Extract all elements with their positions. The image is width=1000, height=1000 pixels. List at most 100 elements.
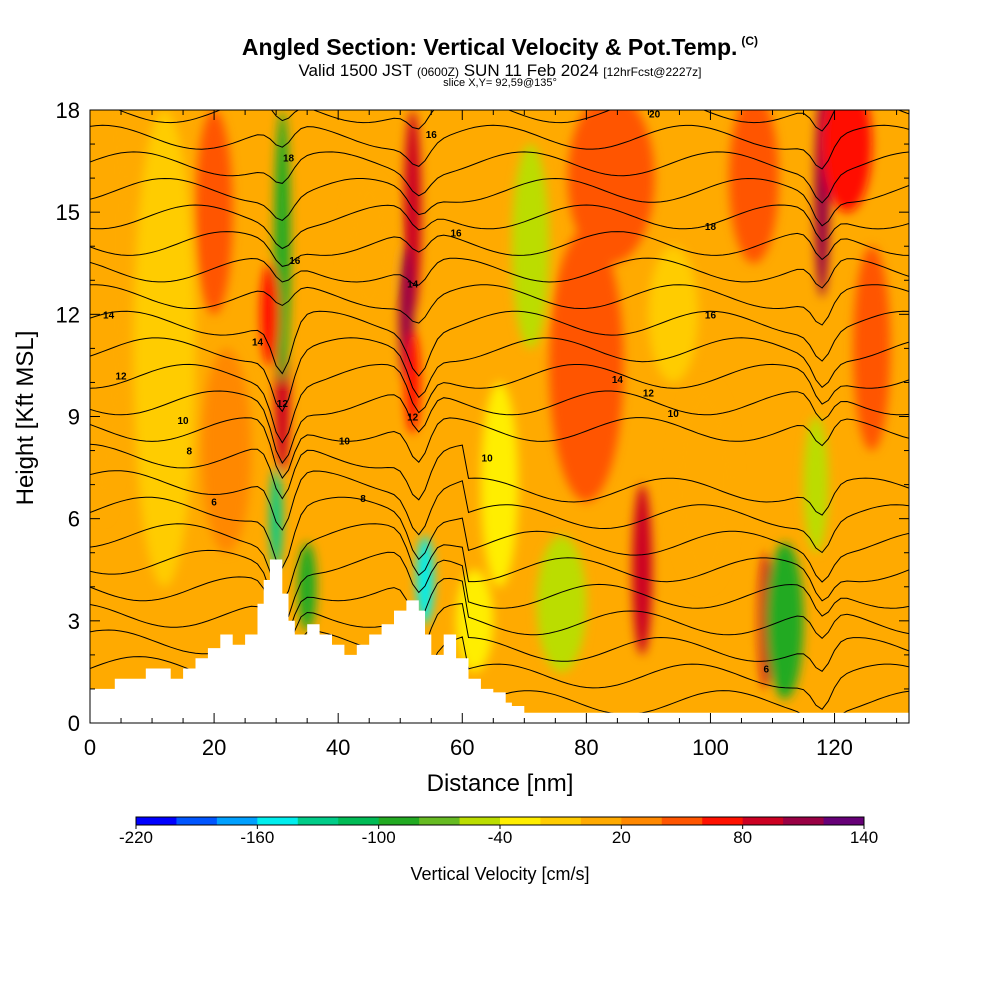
velocity-cell (822, 110, 872, 213)
contour-line (90, 549, 909, 627)
contour-line (90, 177, 909, 227)
contour-label: 12 (277, 399, 289, 410)
y-axis-title: Height [Kft MSL] (12, 331, 39, 506)
contour-label: 14 (407, 280, 419, 291)
contour-label: 16 (705, 310, 717, 321)
contour-line (90, 443, 909, 516)
contour-line (90, 363, 909, 444)
contour-label: 8 (360, 494, 366, 505)
velocity-cell (456, 569, 494, 672)
colorbar-swatch (702, 817, 744, 825)
contour-line (90, 151, 909, 204)
contour-label: 18 (705, 222, 717, 233)
velocity-cell (511, 144, 550, 349)
contour-label: 16 (426, 130, 438, 141)
contour-label: 12 (115, 372, 127, 383)
colorbar-tick-label: 20 (612, 828, 631, 847)
contour-label: 14 (252, 338, 264, 349)
contour-label: 10 (178, 416, 190, 427)
contour-label: 6 (764, 665, 770, 676)
y-tick-label: 3 (68, 609, 80, 634)
contour-line (117, 110, 909, 132)
colorbar-swatch (378, 817, 420, 825)
colorbar-swatch (823, 817, 865, 825)
contour-line (90, 523, 909, 603)
chart-subtitle: Valid 1500 JST (0600Z) SUN 11 Feb 2024 [… (298, 61, 702, 80)
velocity-cell (536, 535, 587, 672)
contour-label: 10 (482, 453, 494, 464)
contour-line (90, 204, 909, 250)
colorbar-tick-label: -160 (240, 828, 274, 847)
contour-label: 10 (668, 409, 680, 420)
contour-line (90, 603, 909, 672)
contour-label: 6 (211, 498, 217, 509)
x-tick-label: 40 (326, 735, 350, 760)
colorbar-swatch (742, 817, 784, 825)
colorbar-title: Vertical Velocity [cm/s] (410, 864, 589, 884)
contour-line (90, 470, 909, 554)
colorbar: -220 -160 -100 -40 20 80 140 (119, 816, 878, 847)
contour-line (90, 496, 909, 583)
x-tick-label: 20 (202, 735, 226, 760)
contour-label: 12 (407, 413, 419, 424)
colorbar-swatch (419, 817, 461, 825)
colorbar-swatch (500, 817, 541, 825)
terrain-profile (90, 559, 909, 723)
velocity-cell (803, 416, 829, 553)
colorbar-swatch (216, 817, 258, 825)
contour-label: 14 (103, 310, 115, 321)
colorbar-swatch (176, 817, 218, 825)
contour-line (90, 284, 909, 326)
axes: 0 20 40 60 80 100 120 0 3 6 9 12 15 18 (56, 98, 909, 760)
velocity-cell (201, 348, 252, 553)
velocity-cell (195, 110, 233, 315)
colorbar-swatch (257, 817, 299, 825)
colorbar-swatch (540, 817, 582, 825)
velocity-cell (480, 382, 519, 587)
velocity-cell (344, 178, 395, 315)
colorbar-tick-label: -100 (362, 828, 396, 847)
velocity-field (90, 110, 909, 723)
colorbar-tick-label: -220 (119, 828, 153, 847)
contour-line (90, 337, 909, 413)
colorbar-swatch (661, 817, 703, 825)
colorbar-swatch (621, 817, 663, 825)
contour-line (90, 124, 909, 170)
colorbar-swatch (783, 817, 825, 825)
contour-label: 18 (283, 154, 295, 165)
x-tick-label: 0 (84, 735, 96, 760)
colorbar-swatch (136, 817, 177, 825)
y-tick-label: 0 (68, 711, 80, 736)
colorbar-tick-label: 80 (733, 828, 752, 847)
velocity-cell (853, 246, 891, 451)
contour-label: 14 (612, 375, 624, 386)
velocity-cell (260, 263, 280, 366)
colorbar-swatch (459, 817, 501, 825)
velocity-cell (729, 110, 779, 264)
x-tick-label: 60 (450, 735, 474, 760)
velocity-cell (632, 484, 653, 655)
velocity-cell (297, 542, 317, 632)
x-tick-label: 80 (574, 735, 598, 760)
contour-line (90, 576, 909, 642)
contour-line (90, 417, 909, 480)
slice-label: slice X,Y= 92,59@135° (443, 77, 557, 89)
contour-line (90, 231, 909, 267)
chart-title: Angled Section: Vertical Velocity & Pot.… (241, 34, 759, 60)
contour-label: 16 (289, 256, 301, 267)
contour-line (90, 310, 909, 377)
colorbar-swatch (338, 817, 380, 825)
contour-label: 8 (186, 447, 192, 458)
velocity-cell (766, 542, 804, 700)
y-tick-label: 15 (56, 200, 80, 225)
potential-temperature-contours (90, 110, 909, 723)
colorbar-tick-label: -40 (488, 828, 513, 847)
velocity-cell (648, 246, 699, 383)
y-tick-label: 9 (68, 405, 80, 430)
velocity-cell (549, 229, 624, 502)
x-tick-label: 120 (816, 735, 853, 760)
contour-label: 12 (643, 389, 655, 400)
contour-labels: 20 18 16 16 16 18 16 14 14 14 14 12 12 12 12 10 10 10 10 8 8… (103, 109, 769, 675)
contour-line (90, 390, 909, 464)
